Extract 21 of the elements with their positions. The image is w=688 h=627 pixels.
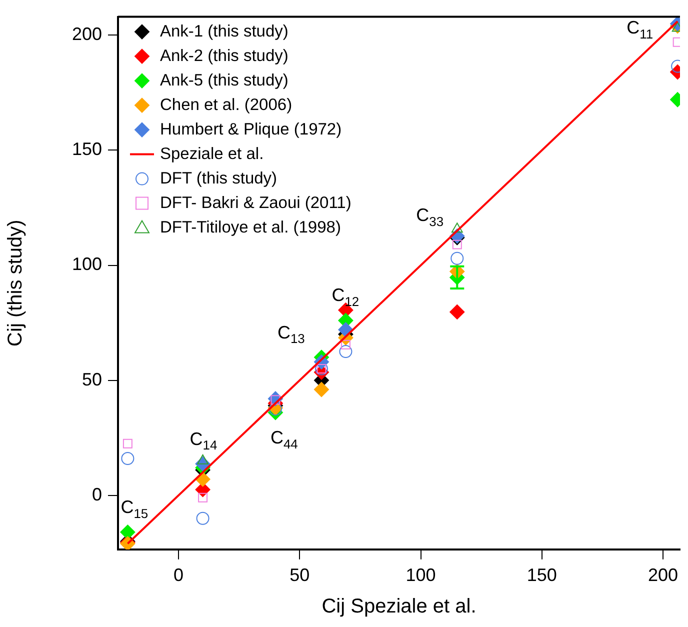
legend-label: Humbert & Plique (1972) bbox=[160, 120, 342, 138]
legend-label: Ank-1 (this study) bbox=[160, 22, 288, 40]
y-tick-label: 50 bbox=[82, 369, 102, 390]
y-tick-label: 200 bbox=[72, 24, 102, 44]
x-tick-label: 100 bbox=[406, 565, 436, 586]
legend-label: Speziale et al. bbox=[160, 144, 264, 163]
x-axis-title: Cij Speziale et al. bbox=[322, 596, 476, 618]
y-tick-label: 150 bbox=[72, 139, 102, 160]
legend-label: DFT-Titiloye et al. (1998) bbox=[160, 218, 341, 236]
legend-label: Ank-5 (this study) bbox=[160, 71, 288, 90]
legend-label: Ank-2 (this study) bbox=[160, 46, 288, 65]
x-tick-label: 0 bbox=[174, 565, 184, 586]
x-tick-label: 150 bbox=[526, 565, 557, 586]
x-tick-label: 200 bbox=[648, 565, 678, 586]
y-tick-label: 100 bbox=[72, 254, 102, 274]
y-axis-title: Cij (this study) bbox=[4, 220, 27, 346]
legend-label: DFT (this study) bbox=[160, 169, 278, 188]
x-tick-label: 50 bbox=[290, 565, 310, 586]
legend-label: Chen et al. (2006) bbox=[160, 96, 292, 114]
y-tick-label: 0 bbox=[92, 484, 102, 504]
legend-label: DFT- Bakri & Zaoui (2011) bbox=[160, 194, 352, 212]
